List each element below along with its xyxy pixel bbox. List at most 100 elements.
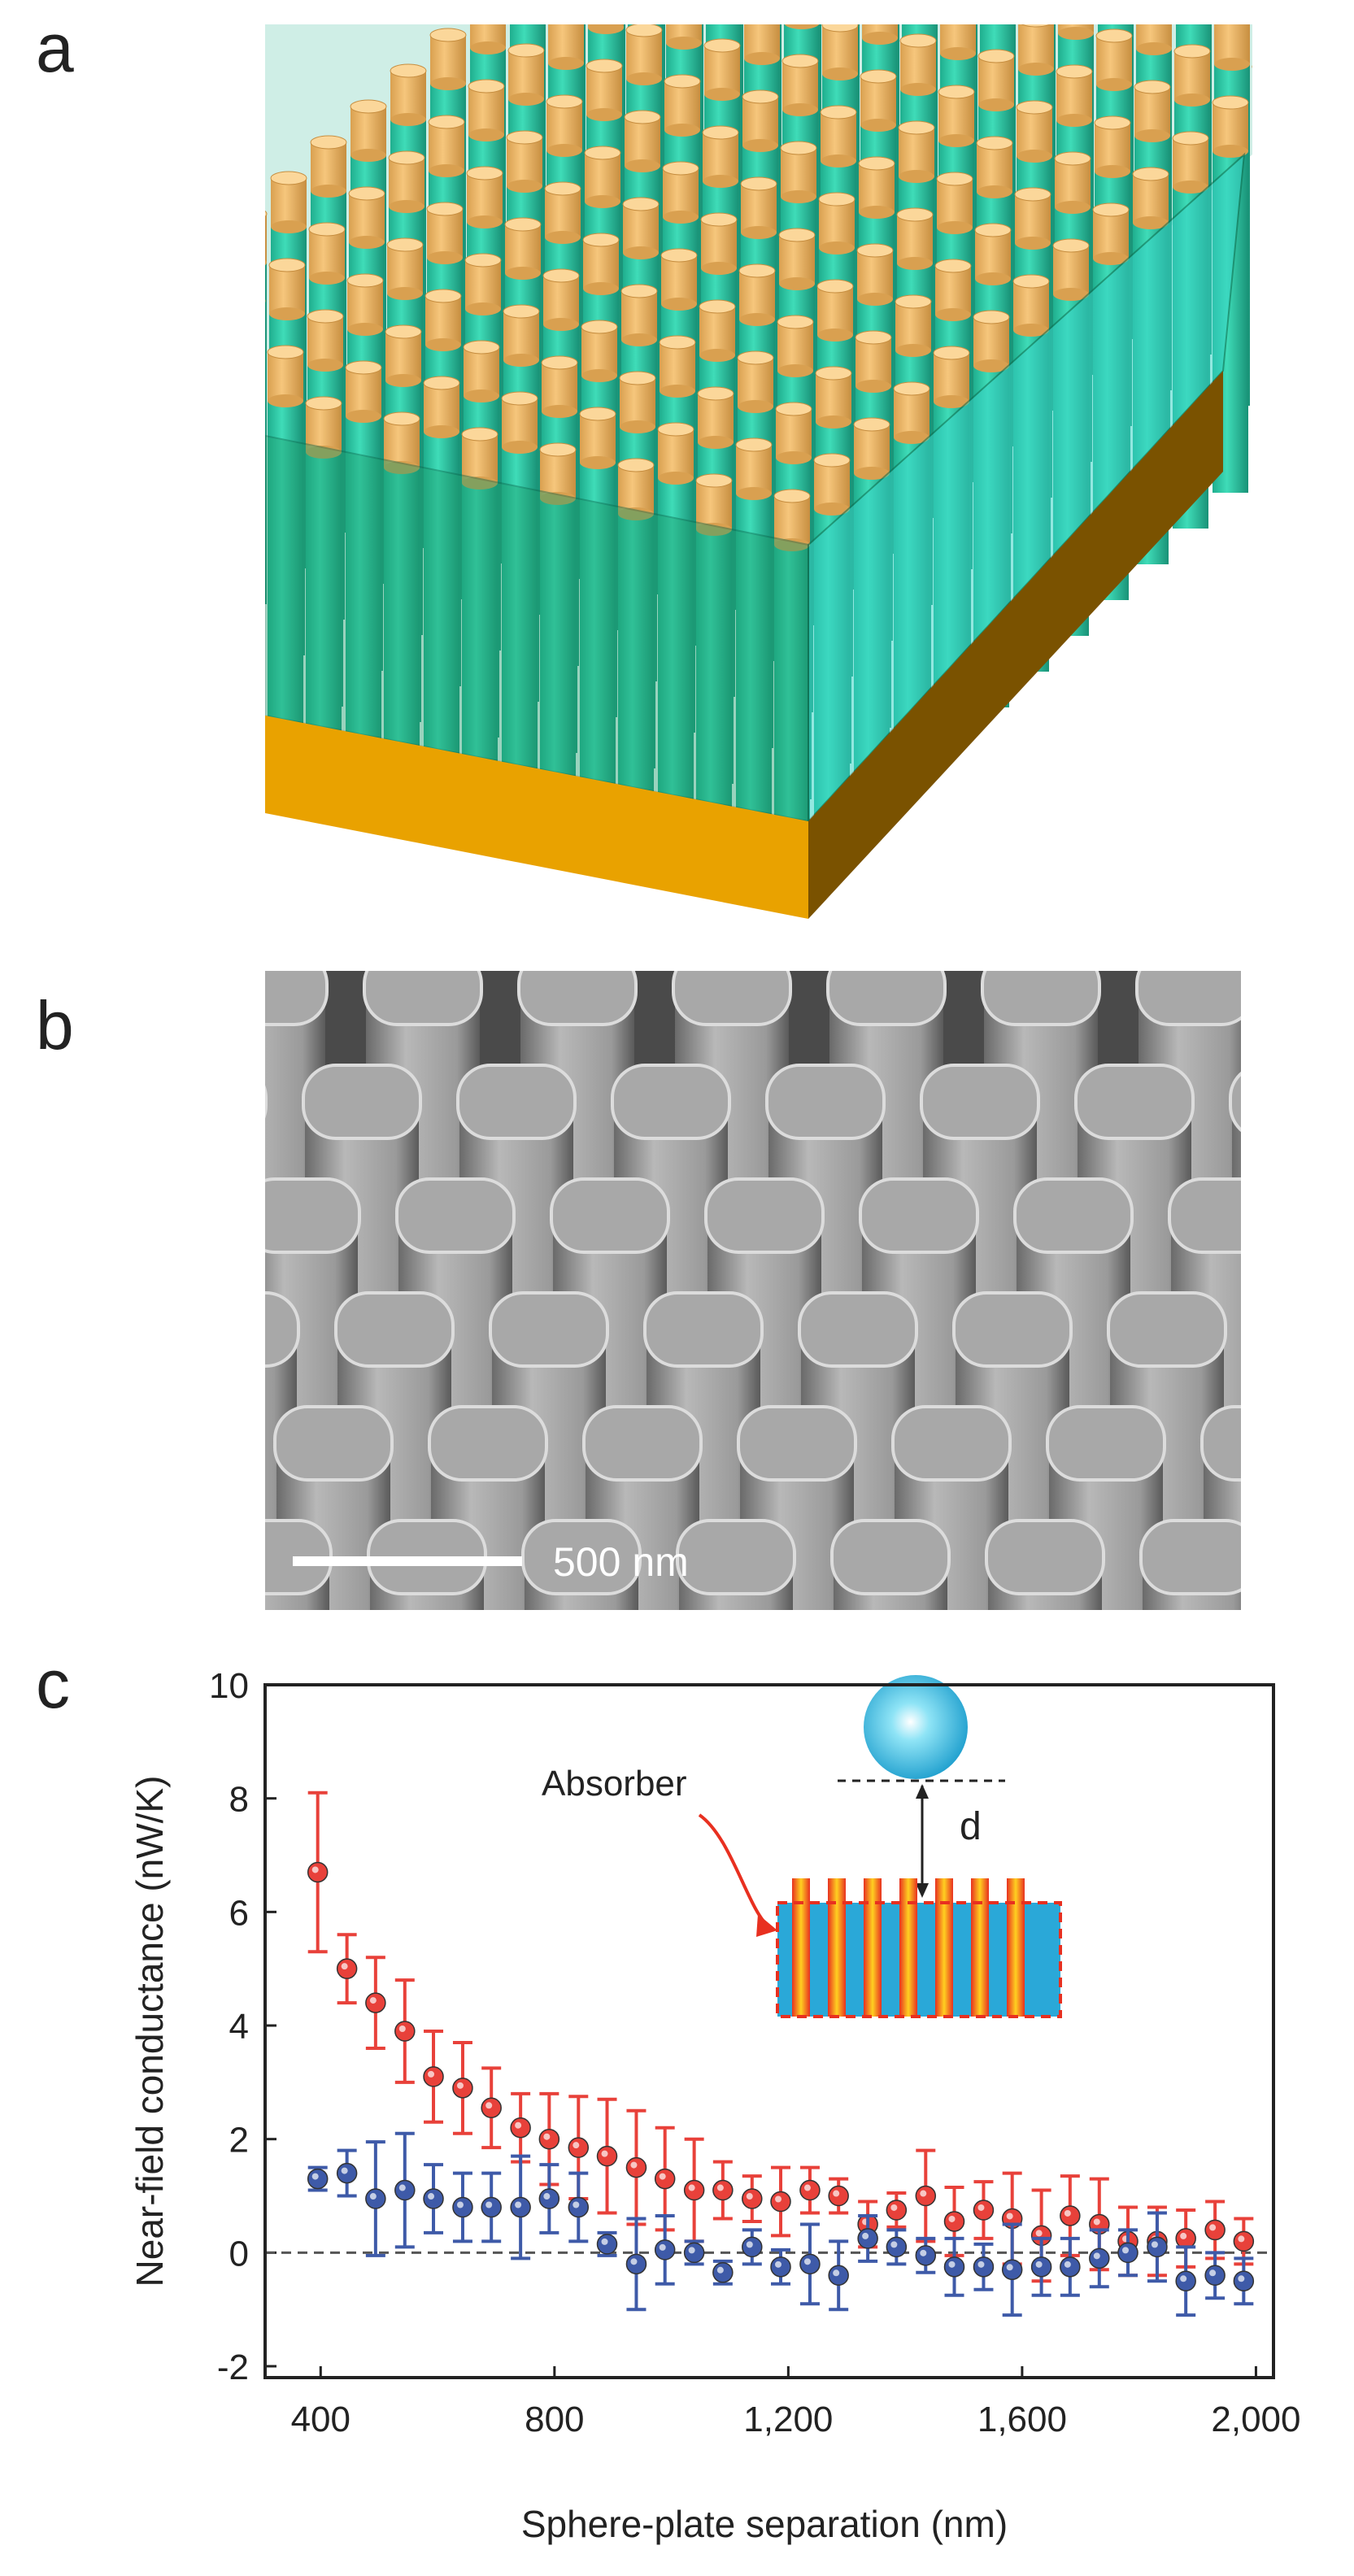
nanowire-cap-top bbox=[151, 279, 187, 292]
nanowire-cap-bottom bbox=[857, 293, 893, 306]
nanowire-cap-bottom bbox=[502, 441, 538, 454]
point-highlight bbox=[1238, 2235, 1245, 2243]
nanowire-cap-bottom bbox=[975, 272, 1011, 285]
nanowire-cap bbox=[897, 215, 933, 263]
nanowire bbox=[229, 299, 266, 691]
sem-pillar-top bbox=[334, 1291, 455, 1368]
nanowire-cap bbox=[307, 316, 343, 365]
nanowire-cap bbox=[540, 450, 576, 498]
point bbox=[683, 2242, 705, 2264]
annotation: d bbox=[960, 1805, 982, 1848]
point bbox=[625, 2156, 647, 2178]
sem-pillar-body bbox=[122, 1439, 236, 1699]
y-tick-label: -2 bbox=[217, 2348, 249, 2387]
nanowire-cap bbox=[588, 24, 624, 28]
nanowire-body bbox=[191, 298, 227, 640]
nanowire-cap-top bbox=[818, 192, 856, 207]
point bbox=[625, 2253, 647, 2275]
nanowire-cap bbox=[1332, 0, 1354, 44]
nanowire-cap bbox=[390, 71, 426, 120]
point bbox=[510, 2196, 531, 2218]
nanowire-cap bbox=[1133, 174, 1169, 223]
point bbox=[742, 2236, 763, 2258]
nanowire-cap-top bbox=[936, 172, 973, 186]
nanowire-cap bbox=[311, 142, 346, 191]
nanowire-cap-top bbox=[582, 233, 620, 247]
sem-pillar-top bbox=[1046, 1405, 1166, 1482]
sem-pillar-top bbox=[1168, 1177, 1241, 1254]
nanowire-cap-top bbox=[860, 69, 897, 84]
nanowire-cap bbox=[658, 429, 694, 478]
point bbox=[596, 2234, 618, 2255]
nanowire-cap bbox=[1136, 24, 1172, 49]
nanowire-cap bbox=[429, 122, 464, 171]
sem-pillar-top bbox=[1229, 1071, 1241, 1133]
nanowire-cap bbox=[1015, 194, 1051, 243]
nanowire-cap bbox=[980, 0, 1016, 18]
nanowire-cap bbox=[507, 137, 542, 186]
point-highlight bbox=[543, 2193, 551, 2200]
sem-pillar bbox=[265, 1519, 333, 1610]
nanowire-body bbox=[229, 350, 265, 691]
nanowire-cap-top bbox=[390, 63, 427, 78]
nanowire-cap-top bbox=[977, 49, 1015, 63]
nanowire-cap bbox=[623, 204, 659, 253]
sem-pillar-body bbox=[1232, 1103, 1241, 1353]
point bbox=[423, 2066, 444, 2087]
nanowire-cap-bottom bbox=[384, 461, 420, 474]
nanowire-cap bbox=[934, 353, 969, 402]
nanowire-cap bbox=[228, 388, 263, 437]
nanowire bbox=[267, 345, 304, 742]
point bbox=[336, 2162, 358, 2184]
sem-pillar bbox=[1139, 1519, 1241, 1610]
nanowire-cap bbox=[940, 24, 976, 54]
nanowire-cap bbox=[704, 46, 740, 94]
nanowire-cap-top bbox=[738, 263, 776, 278]
sem-pillar-body bbox=[1297, 1553, 1354, 1813]
nanowire-cap-bottom bbox=[151, 328, 187, 341]
sem-pillar-top bbox=[985, 1519, 1105, 1595]
nanowire-cap-bottom bbox=[306, 446, 342, 459]
point-highlight bbox=[485, 2102, 493, 2109]
nanowire-cap bbox=[895, 302, 931, 350]
nanowire-cap bbox=[1013, 281, 1049, 330]
nanowire-cap-top bbox=[428, 115, 465, 129]
point bbox=[394, 2179, 416, 2201]
point-highlight bbox=[428, 2193, 435, 2200]
inset-arrowhead bbox=[916, 1784, 929, 1799]
nanowire-cap-bottom bbox=[385, 374, 421, 387]
nanowire-cap-top bbox=[548, 8, 584, 21]
nanowire-cap-bottom bbox=[429, 164, 464, 177]
nanowire bbox=[150, 366, 185, 763]
nanowire-cap-bottom bbox=[940, 47, 976, 60]
point-highlight bbox=[1006, 2264, 1013, 2271]
nanowire-cap bbox=[696, 481, 732, 529]
nanowire-cap bbox=[424, 383, 459, 432]
nanowire-cap-bottom bbox=[938, 134, 974, 147]
nanowire-cap bbox=[387, 245, 423, 294]
nanowire-cap-top bbox=[773, 489, 811, 503]
sem-pillar bbox=[1229, 1071, 1241, 1353]
nanowire-cap-top bbox=[464, 253, 502, 268]
point bbox=[481, 2196, 502, 2218]
nanowire-cap bbox=[937, 179, 973, 228]
nanowire-cap-top bbox=[501, 391, 538, 406]
sem-pillar bbox=[265, 1085, 268, 1119]
nanowire-cap bbox=[508, 50, 544, 99]
nanowire-cap-top bbox=[1092, 202, 1130, 217]
point-highlight bbox=[1180, 2232, 1187, 2239]
nanowire-cap bbox=[894, 389, 930, 437]
panel-label: b bbox=[36, 987, 74, 1064]
nanowire-cap-top bbox=[470, 0, 506, 6]
nanowire-cap-top bbox=[584, 146, 621, 160]
nanowire-cap-top bbox=[1136, 0, 1172, 7]
nanowire-cap bbox=[189, 337, 225, 385]
point bbox=[683, 2179, 705, 2201]
nanowire-cap bbox=[973, 317, 1009, 366]
nanowire-cap-top bbox=[191, 243, 227, 256]
nanowire-cap-bottom bbox=[704, 88, 740, 101]
sem-image bbox=[122, 971, 1354, 1813]
point bbox=[1089, 2247, 1110, 2269]
nanowire bbox=[1332, 0, 1354, 385]
point bbox=[1233, 2270, 1255, 2292]
